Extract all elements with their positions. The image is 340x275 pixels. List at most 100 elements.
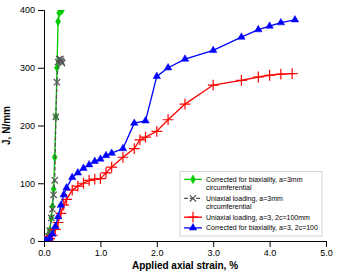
- point: [52, 177, 58, 183]
- y-tick: 300: [20, 63, 44, 73]
- point: [238, 33, 245, 39]
- point: [95, 173, 106, 184]
- y-tick-mark: [38, 183, 44, 184]
- point: [163, 114, 174, 125]
- point: [63, 184, 70, 190]
- x-tick: 5.0: [320, 241, 333, 258]
- point: [49, 230, 56, 236]
- y-tick-label: 100: [20, 179, 35, 189]
- point: [131, 119, 138, 125]
- y-tick: 200: [20, 121, 44, 131]
- point: [275, 69, 286, 80]
- point: [53, 114, 59, 120]
- point: [164, 63, 171, 69]
- legend-entry: Uniaxial loading, a=3mmcircumferential: [184, 195, 283, 210]
- point: [84, 175, 95, 186]
- legend-marker: [190, 175, 195, 184]
- point: [134, 135, 145, 146]
- point: [236, 75, 247, 86]
- legend-marker: [190, 195, 196, 201]
- point: [52, 222, 59, 228]
- point: [56, 17, 61, 26]
- legend-marker: [188, 212, 199, 223]
- y-tick-mark: [38, 126, 44, 127]
- point: [153, 72, 160, 78]
- x-tick-mark: [157, 241, 158, 247]
- legend-marker: [189, 224, 196, 230]
- legend-label: Corrected for biaxiality, a=3mmcircumfer…: [206, 176, 303, 191]
- x-tick-mark: [213, 241, 214, 247]
- x-tick: 2.0: [151, 241, 164, 258]
- y-tick-label: 300: [20, 63, 35, 73]
- point: [106, 162, 117, 173]
- point: [60, 10, 65, 14]
- point: [60, 191, 67, 197]
- point: [59, 10, 64, 14]
- y-tick-mark: [38, 241, 44, 242]
- y-tick-label: 0: [30, 236, 35, 246]
- legend-label: Uniaxial loading, a=3, 2c=100mm: [206, 214, 310, 222]
- y-tick-label: 400: [20, 5, 35, 15]
- point: [129, 143, 140, 154]
- x-axis-line: [45, 242, 327, 248]
- legend-label: Corrected for biaxiality, a=3, 2c=100: [206, 224, 318, 232]
- point: [101, 167, 112, 178]
- point: [50, 192, 56, 198]
- x-tick: 1.0: [95, 241, 108, 258]
- y-tick-mark: [38, 68, 44, 69]
- point: [78, 178, 89, 189]
- point: [142, 117, 149, 123]
- y-axis-title: J, N/mm: [1, 106, 12, 145]
- point: [108, 149, 115, 155]
- point: [181, 55, 188, 61]
- x-axis-title: Applied axial strain, %: [132, 260, 238, 271]
- y-tick: 100: [20, 179, 44, 189]
- y-tick: 0: [30, 236, 44, 246]
- legend-entry: Uniaxial loading, a=3, 2c=100mm: [184, 212, 310, 223]
- x-tick: 4.0: [264, 241, 277, 258]
- x-tick-label: 3.0: [207, 248, 220, 258]
- point: [140, 132, 151, 143]
- legend-box: [180, 171, 322, 236]
- legend-entry: Corrected for biaxiality, a=3mmcircumfer…: [184, 175, 303, 191]
- x-tick: 3.0: [207, 241, 220, 258]
- legend-entry: Corrected for biaxiality, a=3, 2c=100: [184, 224, 318, 233]
- point: [266, 22, 273, 28]
- legend: Corrected for biaxiality, a=3mmcircumfer…: [180, 171, 322, 236]
- point: [54, 79, 60, 85]
- legend-label: Uniaxial loading, a=3mmcircumferential: [206, 195, 283, 210]
- x-tick-label: 4.0: [264, 248, 277, 258]
- chart: 0.0 1.0 2.0 3.0 4.0 5.0 0 100 200 300 400 Applied a…: [0, 0, 340, 275]
- x-tick-label: 5.0: [320, 248, 333, 258]
- point: [118, 152, 129, 163]
- point: [72, 181, 83, 192]
- x-tick-label: 0.0: [38, 248, 51, 258]
- point: [208, 80, 219, 91]
- series: [44, 10, 65, 241]
- point: [119, 144, 126, 150]
- point: [59, 60, 65, 66]
- y-tick: 400: [20, 5, 44, 15]
- y-tick-label: 200: [20, 121, 35, 131]
- x-tick-mark: [270, 241, 271, 247]
- point: [151, 126, 162, 137]
- y-axis-line: [38, 11, 45, 242]
- point: [291, 16, 298, 22]
- y-tick-mark: [38, 10, 44, 11]
- point: [54, 212, 61, 218]
- x-tick: 0.0: [38, 241, 51, 258]
- point: [48, 215, 54, 221]
- plot: 0.0 1.0 2.0 3.0 4.0 5.0 0 100 200 300 400 Applied a…: [1, 5, 333, 271]
- point: [49, 206, 55, 212]
- point: [209, 46, 216, 52]
- x-axis: 0.0 1.0 2.0 3.0 4.0 5.0: [38, 241, 333, 258]
- x-tick-mark: [326, 241, 327, 247]
- point: [253, 72, 264, 83]
- point: [57, 201, 64, 207]
- point: [255, 25, 262, 31]
- y-axis: 0 100 200 300 400: [20, 5, 45, 246]
- point: [180, 99, 191, 110]
- point: [277, 18, 284, 24]
- x-tick-label: 2.0: [151, 248, 164, 258]
- x-tick-label: 1.0: [95, 248, 108, 258]
